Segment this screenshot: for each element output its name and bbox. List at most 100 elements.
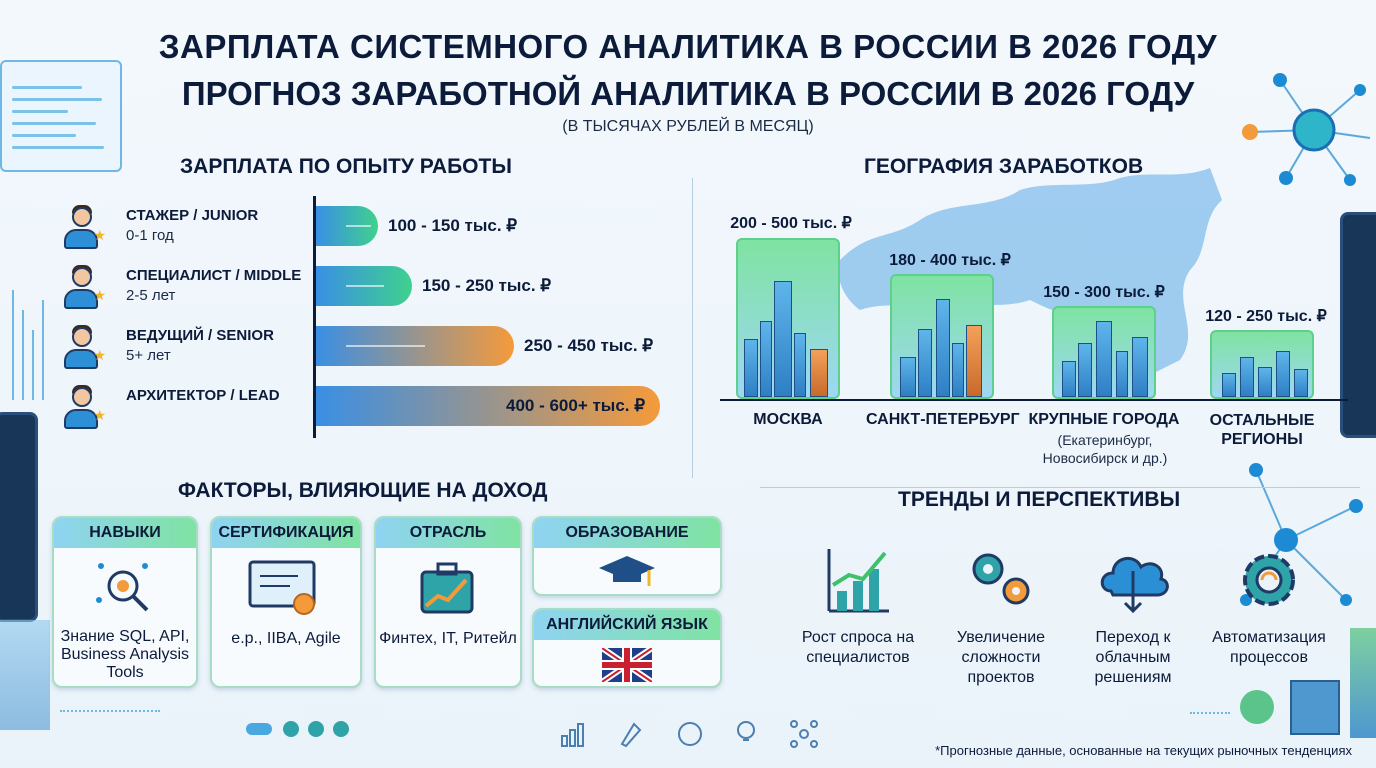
network-icon [790,720,818,748]
factor-title: АНГЛИЙСКИЙ ЯЗЫК [534,610,720,640]
factor-card-industry: ОТРАСЛЬ Финтех, IT, Ритейл [374,516,522,688]
left-phone-decoration [0,412,38,622]
section-divider-horizontal [760,487,1360,488]
lightbulb-icon [737,721,755,741]
experience-level-row: ★ АРХИТЕКТОР / LEAD [62,385,312,431]
experience-level-row: ★ ВЕДУЩИЙ / SENIOR 5+ лет [62,325,312,371]
experience-level-row: ★ СПЕЦИАЛИСТ / MIDDLE 2-5 лет [62,265,312,311]
factor-card-certification: СЕРТИФИКАЦИЯ e.p., IIBA, Agile [210,516,362,688]
level-title: ВЕДУЩИЙ / SENIOR [126,327,274,344]
factor-text: e.p., IIBA, Agile [231,630,341,647]
trend-cloud: Переход к облачным решениям [1068,545,1198,695]
salary-bar-junior [316,206,378,246]
refresh-icon [678,722,702,746]
trend-automation: Автоматизация процессов [1204,545,1334,675]
section-divider [692,178,693,478]
person-icon: ★ [62,385,106,429]
trend-text: Увеличение сложности проектов [956,629,1046,686]
city-card-other [1210,330,1314,399]
skills-gear-icon [96,563,149,612]
city-salary-moscow: 200 - 500 тыс. ₽ [730,215,852,232]
level-title: АРХИТЕКТОР / LEAD [126,387,280,404]
page-title-secondary: ПРОГНОЗ ЗАРАБОТНОЙ АНАЛИТИКА В РОССИИ В … [181,75,1195,112]
factor-text: Финтех, IT, Ритейл [379,630,517,647]
city-salary-other: 120 - 250 тыс. ₽ [1205,308,1327,325]
rocket-icon [620,722,642,748]
trends-heading: ТРЕНДЫ И ПЕРСПЕКТИВЫ [898,488,1181,511]
factor-title: НАВЫКИ [54,518,196,548]
trend-text: Рост спроса на специалистов [801,629,915,666]
factor-title: СЕРТИФИКАЦИЯ [212,518,360,548]
factor-title: ОТРАСЛЬ [376,518,520,548]
city-salary-spb: 180 - 400 тыс. ₽ [889,252,1011,269]
left-circuit-decoration [8,290,48,410]
level-title: СТАЖЕР / JUNIOR [126,207,259,224]
cloud-icon [1100,557,1169,614]
dot-decoration [283,721,299,737]
trend-text: Автоматизация процессов [1212,629,1326,666]
dotted-line-decoration [60,710,160,716]
level-years: 5+ лет [126,347,171,364]
factor-card-english: АНГЛИЙСКИЙ ЯЗЫК [532,608,722,688]
factor-text: Знание SQL, API, Business Analysis Tools [60,628,190,681]
dot-decoration [333,721,349,737]
skyline-ground [720,399,1348,401]
salary-bar-senior [316,326,514,366]
page-subtitle: (В ТЫСЯЧАХ РУБЛЕЙ В МЕСЯЦ) [562,118,814,135]
city-subtitle-large: (Екатеринбург, Новосибирск и др.) [1042,432,1168,466]
salary-bars: 100 - 150 тыс. ₽ 150 - 250 тыс. ₽ 250 - … [316,196,686,436]
uk-flag-icon [602,648,652,682]
factor-title: ОБРАЗОВАНИЕ [534,518,720,548]
city-name-moscow: МОСКВА [753,411,823,428]
geography-heading: ГЕОГРАФИЯ ЗАРАБОТКОВ [864,155,1144,178]
salary-axis [313,196,316,438]
city-name-large: КРУПНЫЕ ГОРОДА [1028,411,1180,428]
right-tower-decoration [1350,628,1376,738]
salary-label-senior: 250 - 450 тыс. ₽ [524,336,654,355]
city-name-other: ОСТАЛЬНЫЕ РЕГИОНЫ [1209,412,1315,448]
person-icon: ★ [62,205,106,249]
automation-gear-icon [1243,554,1295,606]
growth-chart-icon [827,549,889,613]
page-title: ЗАРПЛАТА СИСТЕМНОГО АНАЛИТИКА В РОССИИ В… [158,28,1218,65]
salary-bar-lead [316,386,660,426]
right-phone-decoration [1340,212,1376,438]
certificate-icon [248,560,316,615]
trend-text: Переход к облачным решениям [1094,629,1172,686]
footnote: *Прогнозные данные, основанные на текущи… [935,743,1352,758]
graduation-cap-icon [599,556,655,586]
city-card-spb [890,274,994,399]
network-nodes-decoration [1242,73,1371,186]
left-buildings-decoration [0,620,50,730]
person-icon: ★ [62,325,106,369]
salary-bar-middle [316,266,412,306]
city-name-spb: САНКТ-ПЕТЕРБУРГ [866,411,1020,428]
progress-pill-decoration [246,723,272,735]
salary-label-lead: 400 - 600+ тыс. ₽ [506,396,646,415]
city-salary-large: 150 - 300 тыс. ₽ [1043,284,1165,301]
city-card-large [1052,306,1156,399]
briefcase-chart-icon [420,562,474,614]
factors-heading: ФАКТОРЫ, ВЛИЯЮЩИЕ НА ДОХОД [178,479,548,502]
salary-label-middle: 150 - 250 тыс. ₽ [422,276,552,295]
dot-decoration [308,721,324,737]
trend-complexity: Увеличение сложности проектов [936,545,1066,695]
level-years: 0-1 год [126,227,174,244]
salary-label-junior: 100 - 150 тыс. ₽ [388,216,518,235]
bottom-icons-row [561,720,818,748]
person-icon: ★ [62,265,106,309]
tree-decoration [1240,690,1274,724]
experience-heading: ЗАРПЛАТА ПО ОПЫТУ РАБОТЫ [180,155,512,178]
level-title: СПЕЦИАЛИСТ / MIDDLE [126,267,302,284]
right-buildings-decoration [1290,680,1340,735]
city-card-moscow [736,238,840,399]
experience-level-row: ★ СТАЖЕР / JUNIOR 0-1 год [62,205,312,251]
chart-icon [561,723,584,747]
level-years: 2-5 лет [126,287,176,304]
factor-card-education: ОБРАЗОВАНИЕ [532,516,722,596]
trend-demand: Рост спроса на специалистов [793,545,923,675]
gears-icon [972,553,1030,605]
factor-card-skills: НАВЫКИ Знание SQL, API, Business Analysi… [52,516,198,688]
dotted-line-decoration [1190,712,1230,718]
code-window-decoration [0,60,122,172]
